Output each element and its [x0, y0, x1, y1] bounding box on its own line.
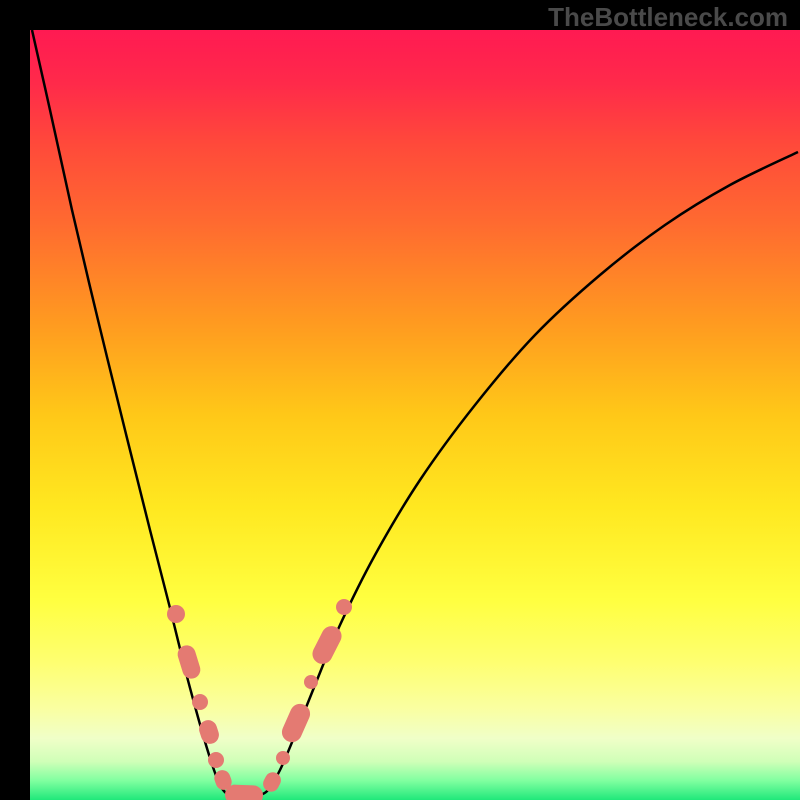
- watermark-text: TheBottleneck.com: [548, 2, 788, 33]
- bead-circle: [336, 599, 352, 615]
- bead-circle: [167, 605, 185, 623]
- plot-gradient-background: [30, 30, 800, 800]
- bead-circle: [208, 752, 224, 768]
- chart-svg: [0, 0, 800, 800]
- bead-circle: [276, 751, 290, 765]
- bead-circle: [304, 675, 318, 689]
- bead-circle: [192, 694, 208, 710]
- bead-capsule: [225, 784, 264, 800]
- chart-frame: TheBottleneck.com: [0, 0, 800, 800]
